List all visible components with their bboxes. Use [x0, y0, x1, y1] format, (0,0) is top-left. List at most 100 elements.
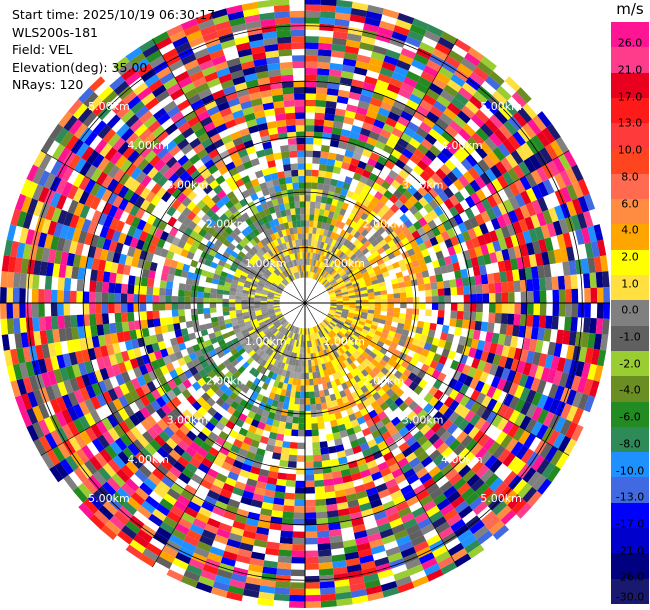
range-gate: [334, 220, 342, 228]
range-gate: [330, 280, 337, 286]
range-gate: [317, 536, 331, 545]
range-gate: [6, 224, 17, 241]
range-gate: [347, 499, 360, 509]
range-gate: [231, 573, 247, 583]
range-gate: [339, 208, 347, 216]
range-gate: [203, 287, 211, 293]
range-gate: [445, 142, 458, 155]
range-gate: [324, 223, 331, 231]
range-gate: [565, 289, 572, 303]
range-gate: [399, 264, 408, 272]
range-gate: [290, 325, 295, 332]
range-gate: [352, 172, 362, 182]
range-gate: [115, 373, 126, 386]
range-gate: [492, 191, 504, 205]
range-gate: [279, 375, 286, 383]
range-gate: [212, 581, 230, 592]
range-gate: [392, 261, 400, 269]
range-gate: [322, 356, 328, 364]
range-gate: [345, 318, 353, 324]
range-gate: [371, 181, 382, 192]
range-gate: [437, 257, 447, 267]
range-gate: [236, 508, 250, 518]
range-gate: [333, 351, 340, 358]
range-gate: [375, 113, 388, 124]
range-gate: [418, 217, 428, 227]
range-gate: [276, 314, 283, 319]
range-gate: [166, 281, 174, 290]
range-gate: [128, 275, 136, 286]
range-gate: [358, 280, 366, 286]
range-gate: [334, 206, 342, 214]
range-gate: [342, 264, 350, 271]
range-gate: [491, 204, 503, 218]
range-gate: [536, 458, 551, 475]
range-gate: [226, 405, 236, 415]
range-gate: [264, 489, 276, 498]
range-gate: [474, 320, 482, 331]
range-gate: [269, 325, 276, 331]
range-gate: [305, 23, 320, 31]
range-gate: [322, 271, 328, 278]
range-gate: [400, 303, 407, 309]
range-gate: [330, 50, 345, 59]
range-gate: [517, 127, 532, 143]
range-gate: [417, 143, 429, 155]
range-gate: [198, 506, 212, 518]
range-gate: [510, 335, 519, 348]
range-gate: [333, 358, 340, 366]
colorbar-tick-label: -8.0: [619, 437, 641, 451]
range-gate: [337, 89, 350, 98]
range-ring-label: 4.00km: [127, 139, 169, 152]
range-gate: [329, 296, 337, 299]
range-gate: [384, 159, 395, 170]
range-gate: [437, 339, 447, 349]
range-gate: [397, 339, 406, 347]
range-gate: [384, 235, 393, 244]
range-gate: [542, 209, 553, 225]
range-gate: [496, 505, 512, 521]
range-gate: [372, 334, 381, 341]
range-gate: [279, 348, 285, 356]
range-gate: [343, 323, 351, 329]
range-gate: [323, 281, 330, 287]
range-gate: [267, 370, 274, 379]
range-gate: [289, 371, 295, 379]
range-gate: [199, 535, 214, 547]
range-gate: [522, 486, 538, 503]
range-gate: [413, 540, 429, 553]
range-gate: [479, 141, 493, 155]
range-gate: [469, 520, 485, 535]
range-gate: [257, 357, 264, 365]
range-gate: [280, 453, 290, 461]
range-gate: [328, 354, 334, 361]
range-gate: [72, 418, 85, 434]
range-gate: [443, 508, 459, 522]
range-gate: [263, 354, 271, 362]
range-gate: [292, 416, 299, 424]
range-gate: [365, 178, 375, 188]
range-gate: [454, 392, 465, 404]
range-gate: [300, 220, 305, 227]
range-gate: [213, 411, 223, 422]
range-gate: [411, 87, 426, 100]
range-gate: [216, 528, 231, 539]
range-gate: [352, 424, 362, 434]
range-gate: [328, 310, 336, 315]
range-gate: [354, 349, 362, 357]
range-gate: [413, 148, 425, 160]
range-gate: [54, 462, 69, 479]
range-gate: [311, 327, 315, 334]
range-gate: [465, 76, 481, 91]
range-gate: [331, 554, 346, 563]
range-gate: [329, 339, 335, 346]
range-gate: [382, 8, 400, 19]
range-gate: [437, 556, 455, 570]
range-gate: [360, 268, 368, 275]
range-gate: [380, 581, 398, 592]
range-gate: [493, 109, 508, 125]
range-gate: [452, 261, 461, 272]
range-gate: [57, 315, 65, 329]
range-gate: [360, 127, 371, 137]
range-gate: [191, 381, 202, 391]
